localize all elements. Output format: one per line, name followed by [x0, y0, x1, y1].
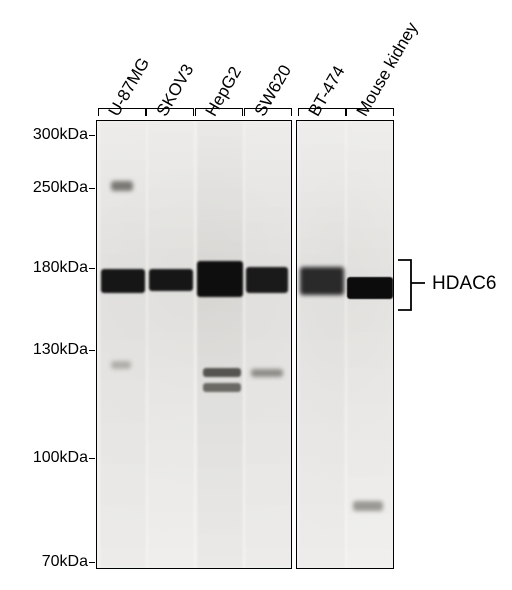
mw-label-130: 130kDa	[33, 341, 88, 359]
mw-label-250: 250kDa	[33, 179, 88, 197]
band-hdac6	[300, 267, 344, 295]
band-hdac6	[246, 267, 288, 293]
mw-tick	[89, 135, 95, 136]
mw-tick	[89, 562, 95, 563]
lane-smear	[148, 121, 194, 568]
mw-ladder: 300kDa 250kDa 180kDa 130kDa 100kDa 70kDa	[0, 0, 88, 590]
lane-bracket	[146, 108, 194, 116]
lane-bracket	[98, 108, 146, 116]
band-hdac6	[197, 261, 243, 297]
protein-bracket-icon	[397, 258, 429, 312]
blot-figure: U-87MG SKOV3 HepG2 SW620 BT-474 Mouse ki…	[0, 0, 512, 590]
band-nonspecific	[111, 361, 131, 369]
mw-label-70: 70kDa	[42, 553, 88, 571]
mw-tick	[89, 458, 95, 459]
lane-bracket	[244, 108, 292, 116]
lane-bracket	[195, 108, 243, 116]
band-hdac6	[347, 277, 393, 299]
blot-panel-1	[96, 120, 292, 569]
band-hdac6	[101, 269, 145, 293]
mw-label-100: 100kDa	[33, 449, 88, 467]
blot-area	[96, 120, 394, 569]
band-nonspecific	[203, 368, 241, 377]
band-nonspecific	[353, 501, 383, 511]
band-nonspecific	[111, 181, 133, 191]
lane-bracket	[346, 108, 394, 116]
lane-smear	[245, 121, 291, 568]
band-hdac6	[149, 269, 193, 291]
mw-tick	[89, 188, 95, 189]
blot-panel-2	[296, 120, 394, 569]
mw-label-180: 180kDa	[33, 259, 88, 277]
mw-tick	[89, 350, 95, 351]
lane-label-mkidney: Mouse kidney	[353, 19, 423, 120]
protein-label-hdac6: HDAC6	[432, 273, 496, 295]
mw-label-300: 300kDa	[33, 126, 88, 144]
lane-smear	[299, 121, 345, 568]
band-nonspecific	[251, 369, 283, 377]
band-nonspecific	[203, 383, 241, 392]
mw-tick	[89, 268, 95, 269]
lane-bracket	[298, 108, 346, 116]
lane-smear	[197, 121, 243, 568]
